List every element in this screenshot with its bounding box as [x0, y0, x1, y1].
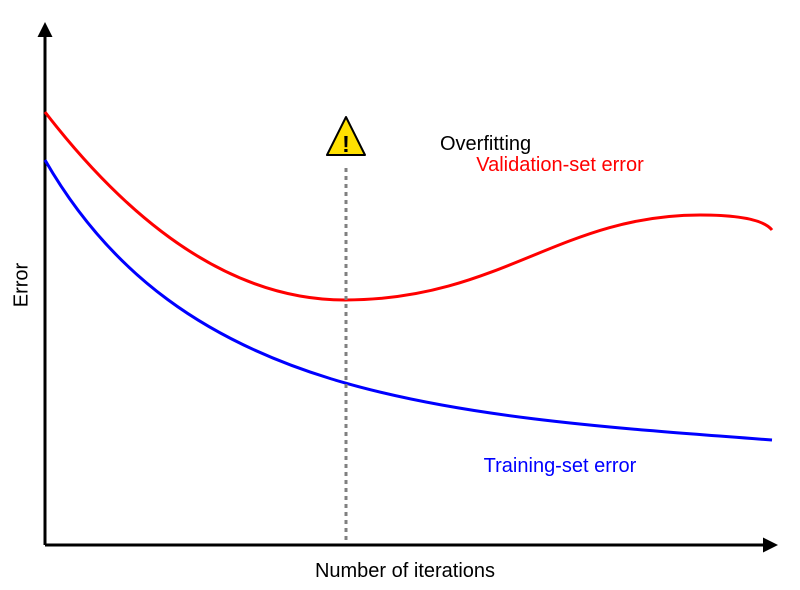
- overfitting-label: Overfitting: [440, 133, 531, 155]
- validation-curve: [45, 112, 772, 300]
- validation-label: Validation-set error: [476, 154, 644, 176]
- training-label: Training-set error: [484, 455, 637, 477]
- training-curve: [45, 160, 772, 440]
- y-axis-label: Error: [11, 263, 34, 307]
- warning-bang: !: [342, 131, 350, 157]
- diagram-svg: ! Number of iterations Training-set error V…: [0, 0, 800, 590]
- x-axis-label: Number of iterations: [315, 560, 495, 582]
- overfitting-diagram: { "canvas": {"width": 800, "height": 590…: [0, 0, 800, 590]
